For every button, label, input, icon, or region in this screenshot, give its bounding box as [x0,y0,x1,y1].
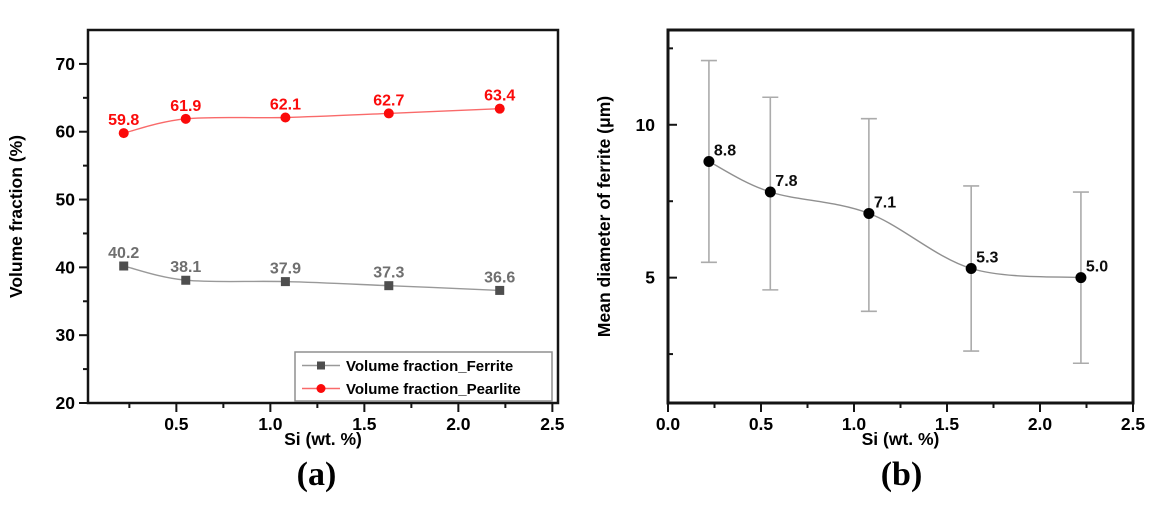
data-point-marker [280,112,291,123]
data-point-label: 59.8 [108,112,139,129]
data-point-marker [965,262,977,274]
data-point-marker [119,261,129,271]
x-tick-label: 2.5 [540,414,565,434]
data-point-marker [764,186,776,198]
data-point-marker [1075,272,1087,284]
x-tick-label: 2.0 [1028,414,1053,434]
data-point-label: 61.9 [170,98,201,115]
y-tick-label: 10 [636,115,656,135]
error-bars [700,59,1089,365]
x-tick-label: 1.5 [935,414,960,434]
data-point-marker [495,285,505,295]
x-tick-label: 1.0 [258,414,283,434]
data-point-label: 7.1 [874,194,896,211]
x-tick-label: 2.0 [446,414,471,434]
legend-entry-label: Volume fraction_Pearlite [346,381,521,398]
series-line-0 [123,265,500,292]
data-point-marker [180,113,191,124]
data-point-marker [181,275,191,285]
y-axis-title: Mean diameter of ferrite (μm) [594,96,614,337]
data-point-label: 5.0 [1086,259,1108,276]
x-tick-label: 0.0 [656,414,681,434]
caption-a: (a) [296,456,337,493]
data-point-marker [494,103,505,114]
x-tick-label: 2.5 [1121,414,1146,434]
data-point-label: 36.6 [484,269,515,286]
data-point-marker [383,108,394,119]
panel-b: 0.0 0.5 1.0 1.5 2.0 2.5 5 10 Si (wt. %) Mean diam… [585,0,1170,519]
data-point-marker [118,128,129,139]
legend-box [294,351,553,402]
data-point-label: 40.2 [108,245,139,262]
x-tick-label: 0.5 [164,414,189,434]
plot-frame [666,28,1135,405]
chart-b: 0.0 0.5 1.0 1.5 2.0 2.5 5 10 Si (wt. %) Mean diam… [594,28,1146,449]
data-point-marker [863,207,875,219]
data-point-label: 37.3 [373,265,404,282]
x-tick-label: 0.5 [749,414,774,434]
data-point-label: 8.8 [714,142,736,159]
chart-a: 0.5 1.0 1.5 2.0 2.5 20 30 40 50 60 70 Si (wt. %) Vol… [6,28,565,449]
y-tick-label: 5 [645,268,655,288]
data-point-label: 38.1 [170,259,201,276]
data-point-marker [384,281,394,291]
data-point-marker [280,277,290,287]
panel-a: 0.5 1.0 1.5 2.0 2.5 20 30 40 50 60 70 Si (wt. %) Vol… [6,28,565,493]
y-tick-label: 50 [56,190,76,210]
data-point-label: 62.1 [270,96,301,113]
data-point-label: 62.7 [373,92,404,109]
y-tick-label: 30 [56,325,76,345]
x-axis-title: Si (wt. %) [862,429,940,449]
legend-marker [317,361,325,370]
y-tick-label: 60 [56,122,76,142]
legend: Volume fraction_Ferrite Volume fraction_P… [294,351,553,402]
legend-entry-label: Volume fraction_Ferrite [346,358,513,375]
data-point-marker [703,155,715,167]
legend-marker [316,384,326,393]
data-point-label: 63.4 [484,88,515,105]
y-tick-label: 20 [56,393,76,413]
y-axis-title: Volume fraction (%) [6,135,26,298]
y-tick-label: 40 [56,257,76,277]
series-line-0 [708,160,1081,279]
x-axis-title: Si (wt. %) [284,429,362,449]
caption-b: (b) [880,456,923,493]
data-point-label: 7.8 [775,173,797,190]
x-tick-label: 1.5 [352,414,377,434]
x-tick-label: 1.0 [842,414,867,434]
data-point-label: 5.3 [976,249,998,266]
y-tick-label: 70 [56,54,76,74]
plot-frame [86,28,560,405]
data-point-label: 37.9 [270,261,301,278]
